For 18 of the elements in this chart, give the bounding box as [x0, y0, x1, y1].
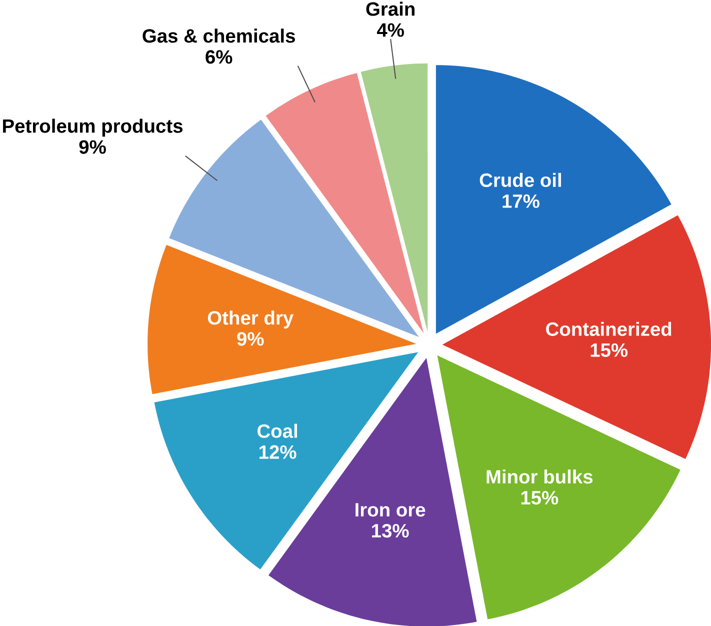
slice-label: Containerized: [546, 322, 672, 336]
data-label: 6%: [206, 50, 232, 64]
slice-label: Crude oil: [480, 172, 561, 187]
data-label: 17%: [502, 194, 540, 208]
data-label: 9%: [237, 332, 264, 346]
slice-label: Minor bulks: [486, 469, 593, 484]
slice-label: Grain: [366, 2, 414, 16]
data-label: 9%: [79, 140, 106, 154]
data-label: 15%: [521, 490, 558, 504]
slice-label: Coal: [258, 424, 298, 438]
slice-label: Petroleum products: [3, 118, 182, 136]
data-label: 12%: [260, 445, 296, 459]
slice-label: Other dry: [208, 310, 294, 328]
data-label: 4%: [376, 23, 404, 37]
slice-label: Gas & chemicals: [142, 28, 295, 43]
slice-label: Iron ore: [356, 502, 426, 516]
data-label: 13%: [372, 524, 409, 538]
data-label: 15%: [590, 343, 628, 357]
